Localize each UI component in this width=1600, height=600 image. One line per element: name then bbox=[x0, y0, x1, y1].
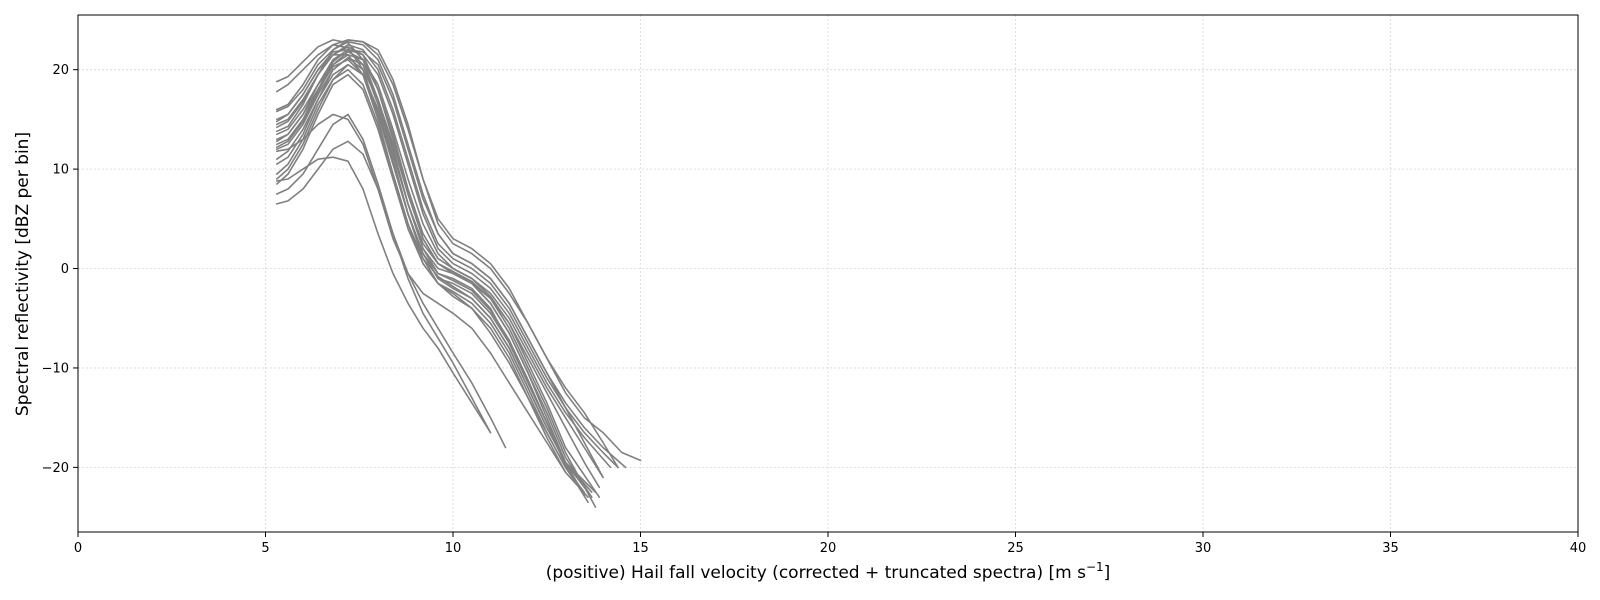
series-line bbox=[275, 113, 567, 474]
x-tick-label: 25 bbox=[1007, 541, 1024, 556]
series-line bbox=[275, 50, 604, 479]
series-line bbox=[275, 53, 586, 489]
series-line bbox=[275, 56, 601, 489]
x-axis-label-main: (positive) Hail fall velocity (corrected… bbox=[546, 563, 1086, 583]
grid bbox=[78, 15, 1578, 532]
x-tick-label: 15 bbox=[632, 541, 649, 556]
x-axis-label: (positive) Hail fall velocity (corrected… bbox=[546, 560, 1111, 583]
series-line bbox=[275, 48, 612, 469]
y-tick-label: 20 bbox=[52, 63, 69, 78]
x-tick-label: 40 bbox=[1570, 541, 1587, 556]
y-tick-label: 10 bbox=[52, 163, 69, 178]
x-tick-label: 10 bbox=[445, 541, 462, 556]
axis-ticks: 0 5 10 15 20 25 30 35 40 −20 −10 0 10 20 bbox=[42, 63, 1587, 556]
series-line bbox=[275, 43, 619, 469]
series-line bbox=[275, 56, 589, 504]
x-tick-label: 35 bbox=[1382, 541, 1399, 556]
x-tick-label: 0 bbox=[74, 541, 82, 556]
x-axis-label-suffix: ] bbox=[1104, 563, 1111, 583]
series-lines bbox=[275, 39, 642, 508]
x-tick-label: 30 bbox=[1195, 541, 1212, 556]
y-tick-label: −10 bbox=[42, 361, 69, 376]
x-axis-label-superscript: −1 bbox=[1086, 560, 1104, 574]
series-line bbox=[275, 68, 586, 497]
y-tick-label: −20 bbox=[42, 461, 69, 476]
x-tick-label: 5 bbox=[261, 541, 269, 556]
series-line bbox=[275, 63, 586, 494]
series-line bbox=[275, 39, 642, 462]
y-axis-label: Spectral reflectivity [dBZ per bin] bbox=[13, 132, 33, 416]
series-line bbox=[275, 156, 492, 434]
x-tick-label: 20 bbox=[820, 541, 837, 556]
series-line bbox=[275, 48, 604, 479]
y-tick-label: 0 bbox=[61, 262, 69, 277]
series-line bbox=[275, 40, 627, 469]
